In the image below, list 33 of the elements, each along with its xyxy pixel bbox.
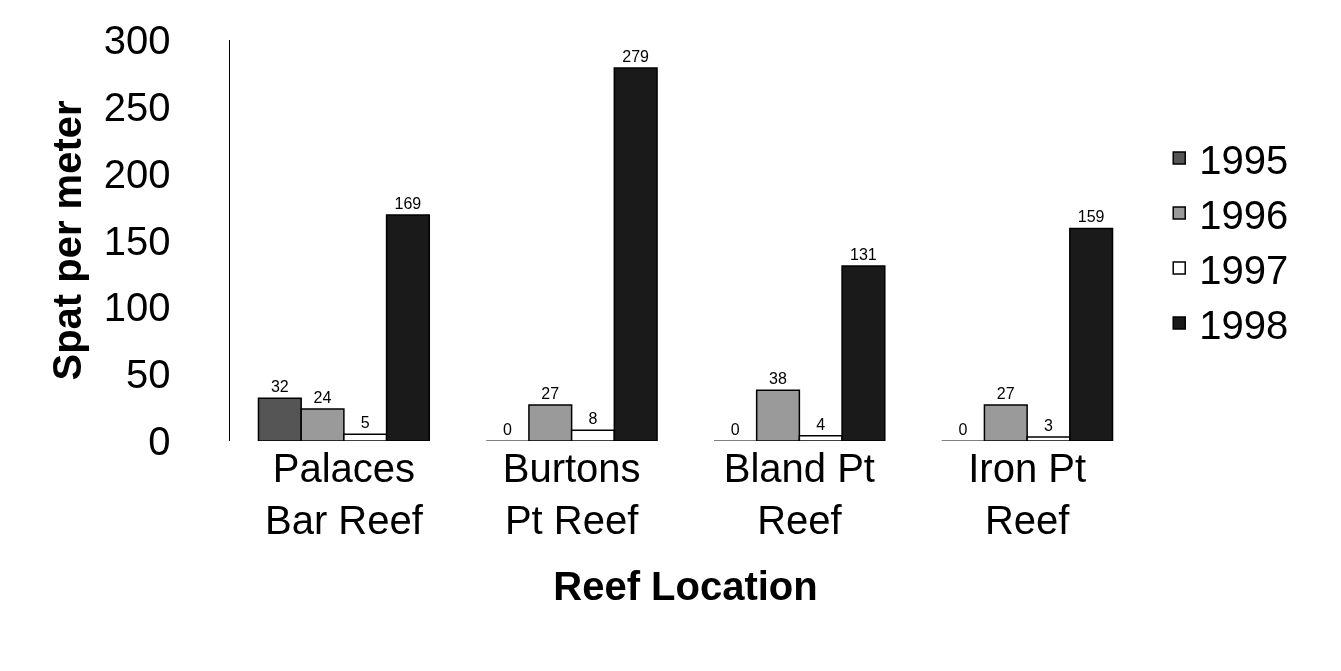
data-label: 0 xyxy=(730,421,740,438)
x-tick-label: Burtons Pt Reef xyxy=(502,446,641,542)
data-label: 0 xyxy=(958,421,968,438)
data-label: 24 xyxy=(313,388,332,406)
data-label: 0 xyxy=(503,421,513,438)
y-tick-label: 100 xyxy=(103,285,171,330)
x-tick-label: Bland Pt Reef xyxy=(723,446,875,542)
y-tick-label: 300 xyxy=(103,18,171,62)
legend-label: 1995 xyxy=(1199,137,1289,182)
data-label: 169 xyxy=(394,195,422,213)
x-axis-title: Reef Location xyxy=(553,563,818,608)
x-tick-label: Palaces Bar Reef xyxy=(264,446,424,542)
data-label: 5 xyxy=(360,414,370,432)
data-label: 32 xyxy=(270,378,289,396)
y-tick-label: 0 xyxy=(148,419,171,463)
data-label: 131 xyxy=(850,245,877,263)
x-tick-label: Iron Pt Reef xyxy=(968,446,1087,542)
legend-label: 1996 xyxy=(1199,192,1289,237)
data-label: 4 xyxy=(816,415,826,433)
y-tick-label: 50 xyxy=(126,352,171,397)
y-tick-label: 150 xyxy=(103,218,171,263)
data-label: 8 xyxy=(588,410,598,428)
data-label: 27 xyxy=(996,384,1015,402)
data-label: 3 xyxy=(1043,416,1053,434)
legend-label: 1998 xyxy=(1199,302,1289,347)
data-label: 38 xyxy=(769,370,787,388)
data-label: 27 xyxy=(541,384,560,402)
y-axis-title: Spat per meter xyxy=(44,100,89,381)
data-label: 279 xyxy=(622,48,650,66)
data-label: 159 xyxy=(1077,208,1105,226)
legend-label: 1997 xyxy=(1199,247,1289,292)
y-tick-label: 200 xyxy=(103,151,171,196)
y-tick-label: 250 xyxy=(103,84,171,129)
